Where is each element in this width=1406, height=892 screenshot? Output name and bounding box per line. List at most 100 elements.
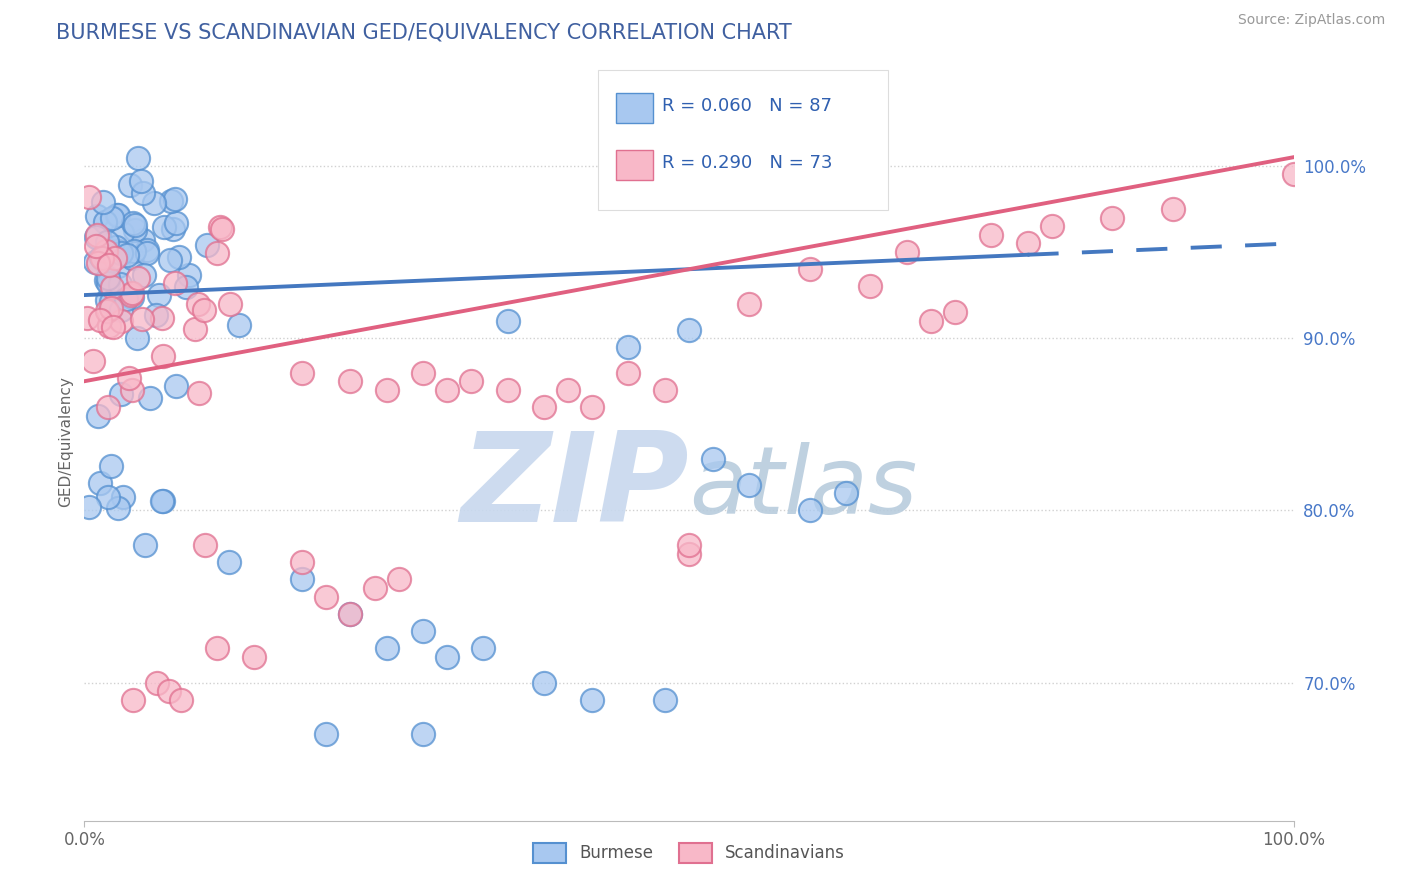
Point: [187, 297, 209, 311]
Point: [127, 151, 149, 165]
Point: [187, 386, 209, 401]
Point: [122, 244, 145, 258]
Point: [107, 259, 129, 273]
Point: [160, 194, 183, 208]
Point: [110, 246, 132, 260]
Point: [83, 255, 105, 269]
Point: [96, 293, 118, 308]
Point: [207, 641, 229, 656]
Point: [94, 214, 117, 228]
Point: [177, 268, 200, 283]
Text: Source: ZipAtlas.com: Source: ZipAtlas.com: [1237, 13, 1385, 28]
Point: [436, 383, 458, 397]
Legend: Burmese, Scandinavians: Burmese, Scandinavians: [526, 837, 852, 869]
Point: [143, 196, 166, 211]
Point: [228, 318, 250, 333]
Text: BURMESE VS SCANDINAVIAN GED/EQUIVALENCY CORRELATION CHART: BURMESE VS SCANDINAVIAN GED/EQUIVALENCY …: [56, 22, 792, 42]
Point: [125, 331, 148, 345]
Point: [165, 378, 187, 392]
Point: [120, 288, 142, 302]
Point: [124, 218, 146, 232]
Point: [678, 322, 700, 336]
Point: [799, 503, 821, 517]
Point: [211, 222, 233, 236]
Point: [77, 500, 100, 515]
Point: [1017, 236, 1039, 251]
Point: [107, 208, 129, 222]
Point: [82, 353, 104, 368]
Point: [84, 230, 107, 244]
Point: [835, 486, 858, 500]
Point: [100, 211, 122, 225]
Point: [150, 493, 173, 508]
Point: [111, 490, 134, 504]
Point: [100, 459, 122, 474]
Point: [738, 477, 761, 491]
Point: [98, 258, 121, 272]
Point: [84, 238, 107, 252]
Point: [205, 246, 228, 260]
Point: [89, 313, 111, 327]
Point: [110, 303, 132, 318]
Text: ZIP: ZIP: [460, 426, 689, 548]
Point: [375, 641, 398, 656]
Point: [472, 641, 495, 656]
Point: [97, 491, 120, 505]
Point: [94, 273, 117, 287]
Point: [291, 366, 314, 380]
Text: atlas: atlas: [689, 442, 917, 533]
Point: [375, 383, 398, 397]
Point: [121, 383, 143, 397]
Point: [136, 243, 159, 257]
Point: [702, 451, 724, 466]
Point: [134, 538, 156, 552]
Point: [859, 279, 882, 293]
Point: [136, 246, 159, 260]
Bar: [616, 93, 652, 123]
Point: [1101, 211, 1123, 225]
Point: [121, 252, 143, 266]
Point: [100, 253, 122, 268]
Point: [1282, 168, 1305, 182]
Point: [145, 309, 167, 323]
Point: [110, 387, 132, 401]
Point: [157, 684, 180, 698]
Point: [170, 693, 193, 707]
Point: [100, 301, 122, 315]
Point: [121, 290, 143, 304]
Point: [163, 192, 186, 206]
Point: [138, 391, 160, 405]
Point: [617, 340, 640, 354]
Point: [165, 276, 187, 290]
Point: [1040, 219, 1063, 234]
Point: [339, 374, 361, 388]
Bar: [616, 150, 652, 180]
Point: [920, 314, 942, 328]
Point: [738, 296, 761, 310]
Point: [89, 476, 111, 491]
Point: [799, 262, 821, 277]
Point: [291, 573, 314, 587]
Point: [100, 294, 122, 309]
Point: [339, 607, 361, 621]
Point: [117, 248, 139, 262]
Point: [339, 607, 361, 621]
Point: [115, 292, 138, 306]
Point: [107, 500, 129, 515]
Point: [148, 288, 170, 302]
Point: [1161, 202, 1184, 216]
Point: [197, 238, 219, 252]
Point: [152, 220, 174, 235]
Point: [104, 252, 127, 266]
Point: [165, 216, 187, 230]
Point: [91, 251, 114, 265]
Point: [91, 194, 114, 209]
Point: [412, 727, 434, 741]
Point: [557, 383, 579, 397]
Point: [107, 244, 129, 258]
Point: [167, 250, 190, 264]
Point: [218, 555, 240, 569]
Point: [363, 581, 385, 595]
Point: [87, 409, 110, 424]
Point: [678, 538, 700, 552]
